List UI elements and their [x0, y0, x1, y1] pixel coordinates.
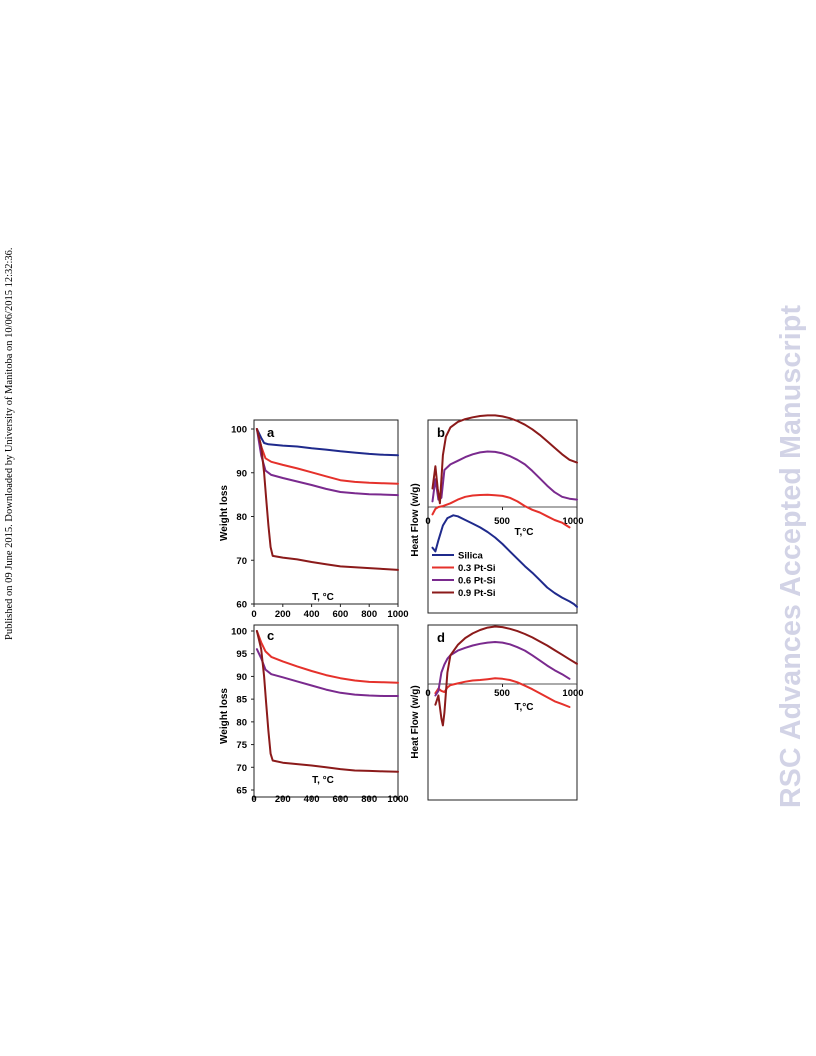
y-tick-label: 75 — [236, 740, 247, 751]
plot-frame-d — [427, 624, 578, 801]
series-line-pt03 — [431, 493, 571, 529]
x-tick-label: 600 — [332, 794, 348, 805]
series-line-pt06 — [255, 648, 399, 697]
y-tick-label: 90 — [236, 672, 247, 683]
legend-entry: 0.6 Pt-Si — [458, 576, 496, 587]
x-axis-label: T, °C — [312, 775, 334, 786]
x-tick-label: 0 — [425, 516, 430, 527]
y-axis-label: Weight loss — [219, 485, 230, 541]
x-tick-label: 400 — [304, 794, 320, 805]
legend-entry: Silica — [458, 551, 484, 562]
x-tick-label: 500 — [494, 516, 510, 527]
y-axis-label: Weight loss — [219, 688, 230, 744]
x-tick-label: 600 — [332, 609, 348, 620]
y-tick-label: 85 — [236, 695, 247, 706]
legend-entry: 0.9 Pt-Si — [458, 588, 496, 599]
panel-letter-b: b — [437, 425, 445, 440]
series-line-pt06 — [255, 428, 399, 497]
y-tick-label: 100 — [231, 425, 247, 436]
series-line-pt03 — [255, 428, 399, 485]
x-axis-label: T,°C — [515, 702, 534, 713]
y-tick-label: 100 — [231, 627, 247, 638]
plot-frame-c — [253, 624, 399, 798]
legend-entry: 0.3 Pt-Si — [458, 563, 496, 574]
series-line-pt03 — [255, 630, 399, 684]
x-tick-label: 1000 — [387, 609, 408, 620]
y-tick-label: 80 — [236, 512, 247, 523]
series-line-pt06 — [434, 641, 571, 697]
x-tick-label: 0 — [251, 794, 256, 805]
series-line-silica — [255, 428, 399, 457]
y-tick-label: 90 — [236, 468, 247, 479]
y-tick-label: 95 — [236, 649, 247, 660]
y-tick-label: 65 — [236, 786, 247, 797]
series-line-pt09 — [434, 625, 578, 727]
series-line-pt06 — [431, 450, 578, 503]
series-line-silica — [431, 514, 578, 608]
y-tick-label: 70 — [236, 556, 247, 567]
x-tick-label: 800 — [361, 794, 377, 805]
x-tick-label: 1000 — [562, 516, 583, 527]
x-tick-label: 1000 — [562, 688, 583, 699]
x-tick-label: 0 — [425, 688, 430, 699]
x-tick-label: 400 — [304, 609, 320, 620]
series-line-pt09 — [431, 414, 578, 505]
x-tick-label: 500 — [494, 688, 510, 699]
panel-letter-a: a — [267, 425, 275, 440]
y-axis-label: Heat Flow (w/g) — [410, 483, 421, 556]
plot-frame-a — [253, 419, 399, 605]
x-axis-label: T,°C — [515, 527, 534, 538]
x-tick-label: 200 — [275, 609, 291, 620]
panel-letter-d: d — [437, 630, 445, 645]
x-tick-label: 800 — [361, 609, 377, 620]
plot-frame-b — [427, 419, 578, 614]
x-tick-label: 1000 — [387, 794, 408, 805]
y-tick-label: 70 — [236, 763, 247, 774]
y-axis-label: Heat Flow (w/g) — [410, 685, 421, 758]
x-axis-label: T, °C — [312, 592, 334, 603]
panel-letter-c: c — [267, 628, 274, 643]
chart-panel-d: d 0 500 1000 T,°C Heat Flow (w/g) — [410, 624, 584, 801]
y-tick-label: 80 — [236, 717, 247, 728]
y-tick-label: 60 — [236, 600, 247, 611]
x-tick-label: 0 — [251, 609, 256, 620]
series-line-pt09 — [255, 630, 399, 773]
x-tick-label: 200 — [275, 794, 291, 805]
series-line-pt09 — [255, 428, 399, 571]
